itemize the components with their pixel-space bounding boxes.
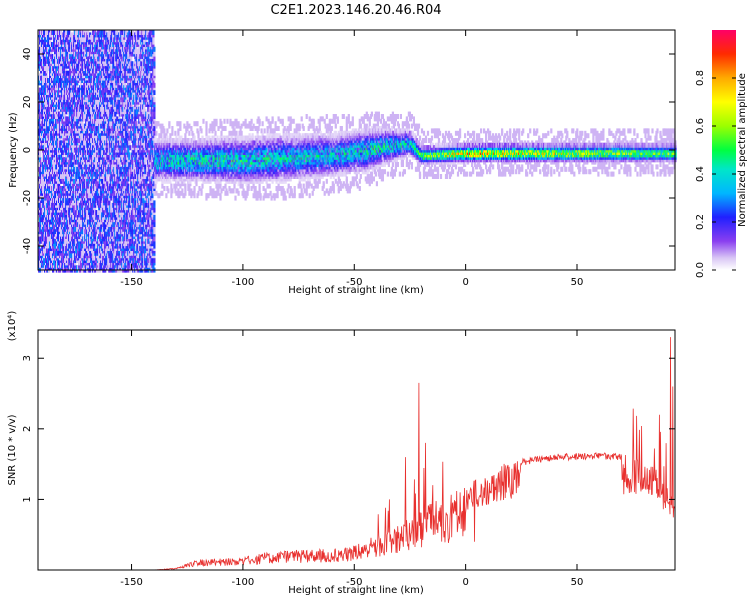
spectrogram-cell [42,207,45,213]
spectrogram-cell [102,212,105,218]
spectrogram-cell [104,224,107,230]
spectrogram-cell [75,248,78,254]
spectrogram-cell [72,214,75,220]
spectrogram-cell [78,260,81,266]
spectrogram-cell [48,159,51,165]
spectrogram-cell [81,229,84,235]
spectrogram-cell [58,193,61,199]
spectrogram-cell [49,236,52,242]
spectrogram-cell [60,30,63,35]
spectrogram-cell [82,222,85,227]
spectrogram-cell [47,171,50,177]
spectrogram-cell [99,70,102,76]
spectrogram-cell [91,37,94,43]
spectrogram-cell [110,188,113,194]
spectrogram-cell [43,236,46,242]
chart-title: C2E1.2023.146.20.46.R04 [270,3,441,18]
spectrogram-cell [57,128,60,134]
spectrogram-cell [107,90,110,95]
spectrogram-cell [68,30,71,35]
spectrogram-cell [56,171,59,177]
spectrogram-cell [102,174,105,179]
spectrogram-cell [70,253,73,259]
spectrogram-cell [47,236,50,242]
spectrogram-cell [111,106,114,112]
spectrogram-cell [63,99,66,105]
spectrogram-cell [65,246,68,251]
spectrogram-cell [81,85,84,91]
spectrogram-cell [82,123,85,129]
spectrogram-cell [94,73,97,79]
spectrogram-cell [43,30,46,35]
spectrogram-cell [39,128,42,134]
spectrogram-cell [78,219,81,225]
spectrogram-cell [83,145,86,151]
spectrogram-cell [100,207,103,213]
spectrogram-cell [44,37,47,43]
spectrogram-cell [68,243,71,249]
spectrogram-cell [98,210,101,215]
spectrogram-cell [77,169,80,175]
spectrogram-cell [113,30,116,35]
spectrogram-cell [99,128,102,134]
spectrogram-cell [45,30,48,35]
spectrogram-cell [42,169,45,175]
spectrogram-cell [106,207,109,213]
spectrogram-cell [47,195,50,201]
spectrogram-cell [66,116,69,122]
spectrogram-cell [47,243,50,249]
spectrogram-cells [38,30,677,273]
spectrogram-cell [110,258,113,263]
spectrogram-cell [59,78,62,83]
spectrogram-cell [80,222,83,227]
spectrogram-cell [110,66,113,71]
spectrogram-cell [100,106,103,112]
spectrogram-cell [115,226,118,232]
spectrogram-cell [95,243,98,249]
spectrogram-cell [44,224,47,230]
spectrogram-cell [69,226,72,232]
spectrogram-cell [81,169,84,175]
spectrogram-cell [102,255,105,261]
spectrogram-cell [77,200,80,206]
spectrogram-cell [111,231,114,237]
spectrogram-cell [53,260,56,266]
spectrogram-cell [77,114,80,119]
spectrogram-cell [68,126,71,131]
spectrogram-cell [101,111,104,117]
spectrogram-cell [43,260,46,266]
spectrogram-cell [73,178,76,184]
spectrogram-cell [111,147,114,153]
spectrogram-cell [39,150,42,155]
spectrogram-cell [54,229,57,235]
spectrogram-cell [39,166,42,172]
spectrogram-cell [64,238,67,244]
spectrogram-cell [107,260,110,266]
spectrogram-cell [71,32,74,38]
spectrogram-cell [71,128,74,134]
spectrogram-cell [66,99,69,105]
spectrogram-cell [47,66,50,71]
spectrogram-cell [58,222,61,227]
spectrogram-cell [53,224,56,230]
spectrogram-cell [112,262,115,268]
spectrogram-cell [73,111,76,117]
spectrogram-cell [90,138,93,143]
spectrogram-cell [90,193,93,199]
spectrogram-cell [54,243,57,249]
spectrogram-cell [49,214,52,220]
